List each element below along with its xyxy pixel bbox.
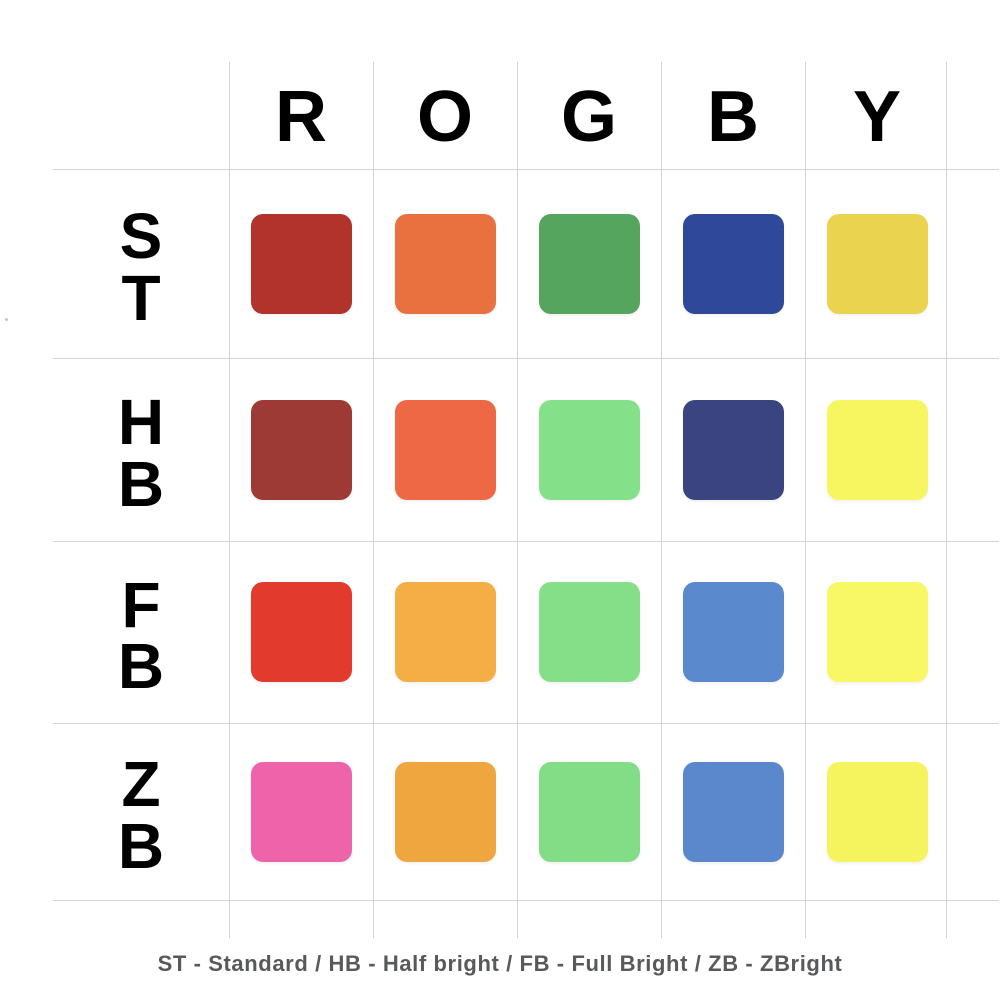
cell-hb-y bbox=[805, 358, 949, 541]
column-header-letter: Y bbox=[852, 76, 902, 157]
swatch-zb-o bbox=[394, 761, 496, 862]
column-header-letter: O bbox=[416, 76, 473, 157]
swatch-st-y bbox=[826, 213, 928, 314]
cell-zb-g bbox=[517, 723, 661, 900]
cell-st-b bbox=[661, 169, 805, 358]
cell-fb-o bbox=[373, 541, 517, 723]
cell-zb-o bbox=[373, 723, 517, 900]
cell-hb-o bbox=[373, 358, 517, 541]
cell-hb-b bbox=[661, 358, 805, 541]
cell-st-r bbox=[229, 169, 373, 358]
swatch-hb-b bbox=[682, 399, 784, 500]
swatch-fb-g bbox=[538, 582, 640, 682]
column-header-letter: R bbox=[275, 76, 327, 157]
cell-zb-r bbox=[229, 723, 373, 900]
cell-st-o bbox=[373, 169, 517, 358]
column-header-b: B bbox=[661, 60, 805, 169]
cell-st-g bbox=[517, 169, 661, 358]
column-header-letter: B bbox=[707, 76, 759, 157]
swatch-hb-g bbox=[538, 399, 640, 500]
legend-caption: ST - Standard / HB - Half bright / FB - … bbox=[157, 951, 843, 976]
swatch-zb-y bbox=[826, 761, 928, 862]
swatch-st-b bbox=[682, 213, 784, 314]
swatch-fb-b bbox=[682, 582, 784, 682]
swatch-fb-r bbox=[250, 582, 352, 682]
column-header-y: Y bbox=[805, 60, 949, 169]
swatch-hb-o bbox=[394, 399, 496, 500]
column-header-g: G bbox=[517, 60, 661, 169]
swatch-st-g bbox=[538, 213, 640, 314]
column-header-letter: G bbox=[560, 76, 617, 157]
swatch-fb-o bbox=[394, 582, 496, 682]
column-header-o: O bbox=[373, 60, 517, 169]
cell-zb-b bbox=[661, 723, 805, 900]
cell-hb-g bbox=[517, 358, 661, 541]
grid-hline-4 bbox=[53, 900, 999, 901]
swatch-zb-r bbox=[250, 761, 352, 862]
swatch-fb-y bbox=[826, 582, 928, 682]
cell-zb-y bbox=[805, 723, 949, 900]
cell-fb-b bbox=[661, 541, 805, 723]
cell-hb-r bbox=[229, 358, 373, 541]
column-header-r: R bbox=[229, 60, 373, 169]
cell-fb-r bbox=[229, 541, 373, 723]
swatch-zb-b bbox=[682, 761, 784, 862]
cell-fb-g bbox=[517, 541, 661, 723]
swatch-hb-y bbox=[826, 399, 928, 500]
cell-st-y bbox=[805, 169, 949, 358]
cell-fb-y bbox=[805, 541, 949, 723]
swatch-hb-r bbox=[250, 399, 352, 500]
swatch-st-r bbox=[250, 213, 352, 314]
swatch-zb-g bbox=[538, 761, 640, 862]
stray-dot-artifact bbox=[5, 318, 8, 321]
swatch-st-o bbox=[394, 213, 496, 314]
